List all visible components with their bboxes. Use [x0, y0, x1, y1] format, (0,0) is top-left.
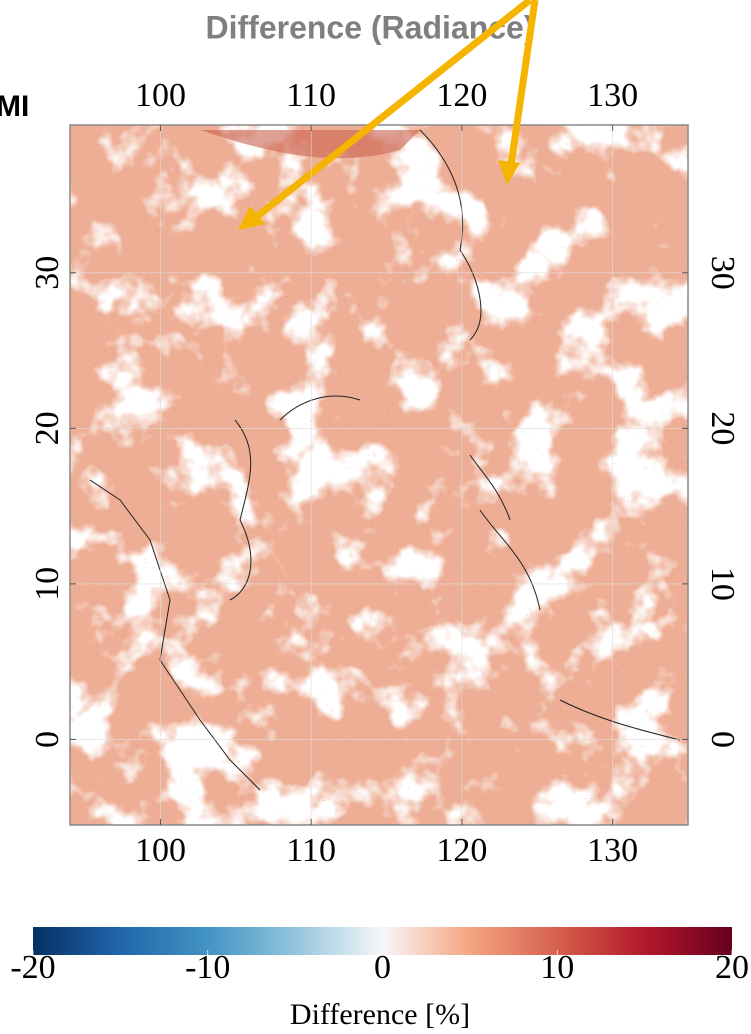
- colorbar-label: Difference [%]: [290, 998, 470, 1031]
- x-tick-label: 130: [587, 832, 638, 869]
- y-tick-label: 20: [29, 411, 66, 445]
- colorbar-tick-label: 10: [540, 949, 574, 986]
- x-tick-label: 130: [587, 77, 638, 114]
- x-tick-label: 120: [436, 77, 487, 114]
- x-tick-label: 110: [286, 77, 336, 114]
- colorbar-tick-label: 20: [715, 949, 749, 986]
- colorbar-tick-label: 0: [374, 949, 391, 986]
- y-tick-label: 10: [29, 567, 66, 601]
- y-tick-label: 20: [704, 411, 741, 445]
- x-tick-label: 110: [286, 832, 336, 869]
- figure: Difference (Radiance) MI Difference [%] …: [0, 0, 751, 1034]
- x-tick-label: 100: [135, 77, 186, 114]
- panel-label: MI: [0, 90, 29, 123]
- colorbar-tick-label: -10: [185, 949, 230, 986]
- x-tick-label: 100: [135, 832, 186, 869]
- colorbar-tick-label: -20: [10, 949, 55, 986]
- y-tick-label: 0: [29, 731, 66, 748]
- map-field: [70, 125, 688, 825]
- y-tick-label: 0: [704, 731, 741, 748]
- y-tick-label: 10: [704, 567, 741, 601]
- speckle: [70, 125, 688, 825]
- y-tick-label: 30: [704, 256, 741, 290]
- chart-title: Difference (Radiance): [206, 9, 535, 45]
- x-tick-label: 120: [436, 832, 487, 869]
- y-tick-label: 30: [29, 256, 66, 290]
